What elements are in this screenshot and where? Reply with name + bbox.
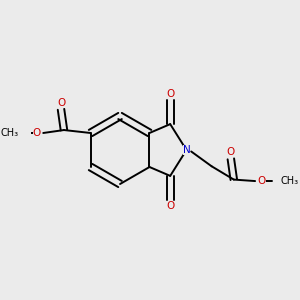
Text: O: O (166, 201, 174, 211)
Text: CH₃: CH₃ (280, 176, 299, 186)
Text: CH₃: CH₃ (1, 128, 19, 138)
Text: O: O (166, 89, 174, 99)
Text: O: O (227, 147, 235, 158)
Text: O: O (57, 98, 65, 108)
Text: N: N (183, 145, 190, 155)
Text: O: O (257, 176, 266, 186)
Text: O: O (33, 128, 41, 138)
